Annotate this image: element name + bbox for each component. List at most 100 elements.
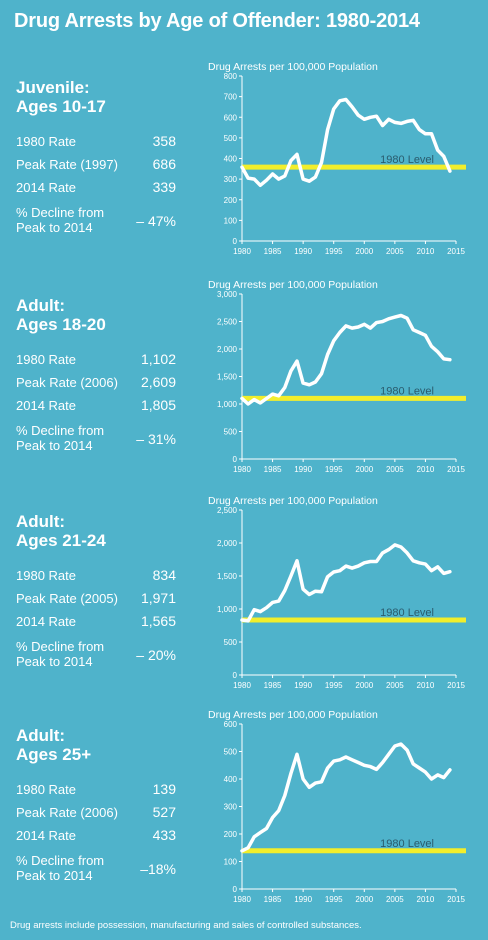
stat-label-line: % Decline from bbox=[16, 205, 105, 220]
data-point bbox=[369, 116, 372, 119]
stat-value: 1,971 bbox=[140, 590, 176, 606]
data-point bbox=[290, 772, 292, 775]
y-tick-label: 600 bbox=[224, 720, 238, 729]
stat-label: 2014 Rate bbox=[16, 614, 76, 629]
chart-svg: Drug Arrests per 100,000 Population 0 500 1… bbox=[208, 279, 466, 474]
y-tick-label: 1,000 bbox=[217, 605, 238, 614]
stat-label: % Decline from Peak to 2014 bbox=[16, 639, 104, 669]
data-point bbox=[326, 575, 329, 578]
data-point bbox=[418, 331, 421, 334]
data-point bbox=[277, 600, 280, 602]
data-point bbox=[387, 317, 390, 320]
stat-label: Peak Rate (1997) bbox=[16, 157, 118, 172]
group-title-line: Adult: bbox=[16, 296, 66, 315]
data-point bbox=[332, 760, 335, 762]
data-point bbox=[345, 325, 347, 327]
stat-value: 1,565 bbox=[140, 613, 176, 629]
data-point bbox=[253, 178, 256, 180]
data-point bbox=[363, 118, 366, 121]
data-point bbox=[375, 115, 378, 118]
data-point bbox=[412, 328, 414, 331]
stat-label: 1980 Rate bbox=[16, 352, 76, 367]
data-point bbox=[302, 588, 304, 590]
y-tick-label: 0 bbox=[233, 885, 238, 894]
data-point bbox=[412, 763, 414, 765]
y-axis-label: Drug Arrests per 100,000 Population bbox=[208, 495, 378, 507]
data-point bbox=[265, 827, 268, 830]
data-point bbox=[369, 560, 372, 563]
data-point bbox=[400, 122, 402, 125]
group-title: Juvenile: Ages 10-17 bbox=[16, 78, 106, 116]
data-point bbox=[277, 178, 280, 180]
data-point bbox=[394, 745, 396, 747]
stat-value: 433 bbox=[152, 827, 176, 843]
data-point bbox=[357, 114, 359, 116]
data-point bbox=[424, 563, 427, 565]
data-point bbox=[326, 128, 329, 131]
stat-value: 834 bbox=[152, 567, 176, 583]
stat-label: % Decline from Peak to 2014 bbox=[16, 853, 104, 883]
x-tick-label: 2005 bbox=[386, 681, 404, 690]
stat-label-line: Peak to 2014 bbox=[16, 868, 93, 883]
plot-area bbox=[242, 510, 456, 675]
line-chart: Drug Arrests per 100,000 Population 0 100 2… bbox=[200, 60, 470, 265]
x-tick-label: 2010 bbox=[417, 681, 435, 690]
data-point bbox=[436, 774, 439, 776]
group-title-line: Ages 25+ bbox=[16, 745, 92, 764]
data-point bbox=[387, 118, 390, 121]
data-point bbox=[302, 382, 304, 384]
stat-value: 1,805 bbox=[140, 397, 176, 413]
plot-area bbox=[242, 294, 456, 459]
data-point bbox=[412, 119, 414, 122]
data-point bbox=[357, 326, 359, 328]
data-point bbox=[351, 327, 353, 329]
data-point bbox=[339, 758, 341, 761]
panel-adult-25-plus: Adult: Ages 25+ 1980 Rate 139 Peak Rate (200… bbox=[0, 709, 488, 920]
stat-label: Peak Rate (2006) bbox=[16, 805, 118, 820]
data-point bbox=[326, 767, 329, 769]
data-point bbox=[339, 569, 341, 572]
x-tick-label: 1990 bbox=[294, 681, 312, 690]
stat-label-line: % Decline from bbox=[16, 639, 105, 654]
data-point bbox=[320, 780, 323, 783]
data-point bbox=[406, 120, 408, 123]
data-point bbox=[253, 835, 256, 838]
data-point bbox=[369, 765, 372, 768]
data-point bbox=[387, 548, 390, 551]
x-tick-label: 1990 bbox=[294, 895, 312, 904]
data-point bbox=[345, 565, 347, 567]
data-point bbox=[339, 331, 341, 334]
y-tick-label: 500 bbox=[224, 638, 238, 647]
group-title-line: Adult: bbox=[16, 726, 66, 745]
data-point bbox=[436, 350, 439, 353]
stat-label-line: % Decline from bbox=[16, 423, 105, 438]
plot-area bbox=[242, 724, 456, 889]
y-tick-label: 300 bbox=[224, 175, 238, 184]
data-point bbox=[400, 314, 402, 317]
data-point bbox=[351, 567, 353, 569]
data-point bbox=[277, 809, 280, 812]
x-tick-label: 2005 bbox=[386, 247, 404, 256]
data-point bbox=[296, 153, 298, 156]
data-point bbox=[357, 565, 359, 567]
y-axis-label: Drug Arrests per 100,000 Population bbox=[208, 61, 378, 73]
x-tick-label: 1980 bbox=[233, 681, 251, 690]
data-point bbox=[284, 175, 286, 177]
data-point bbox=[406, 749, 408, 751]
data-point bbox=[400, 546, 402, 548]
y-tick-label: 2,500 bbox=[217, 506, 238, 515]
x-tick-label: 2010 bbox=[417, 247, 435, 256]
data-point bbox=[308, 786, 311, 789]
x-tick-label: 2005 bbox=[386, 465, 404, 474]
data-point bbox=[314, 176, 317, 178]
x-tick-label: 2000 bbox=[355, 681, 373, 690]
x-tick-label: 1995 bbox=[325, 465, 343, 474]
line-chart: Drug Arrests per 100,000 Population 0 500 1… bbox=[200, 278, 470, 483]
stat-label: 2014 Rate bbox=[16, 828, 76, 843]
y-tick-label: 400 bbox=[224, 155, 238, 164]
data-point bbox=[253, 398, 256, 401]
stat-label-line: % Decline from bbox=[16, 853, 105, 868]
data-point bbox=[449, 170, 451, 172]
data-point bbox=[271, 173, 274, 175]
data-point bbox=[387, 753, 390, 756]
